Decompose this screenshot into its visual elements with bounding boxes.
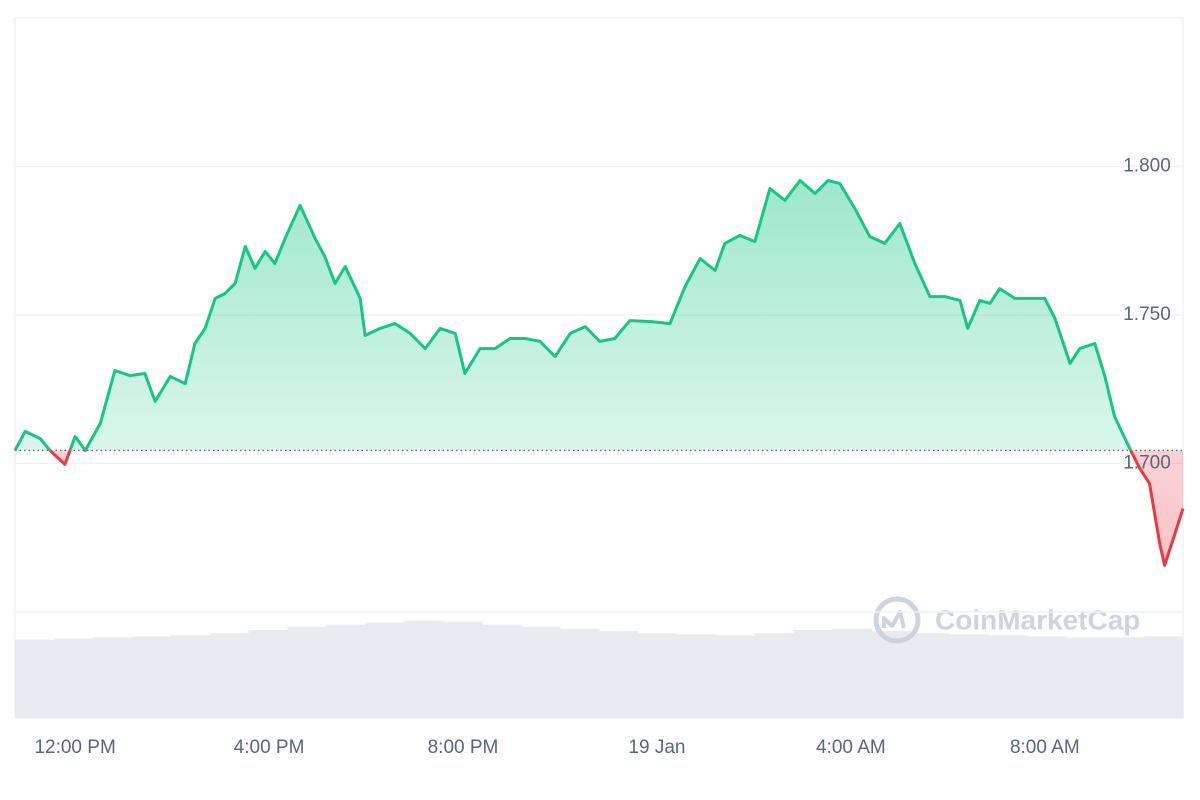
volume-bar [1144, 636, 1184, 718]
volume-bar [443, 621, 483, 718]
volume-bar [871, 631, 911, 718]
volume-bar [521, 626, 561, 718]
volume-bar [715, 635, 756, 718]
volume-bar [248, 630, 289, 718]
volume-bar [53, 638, 94, 718]
x-tick-label: 19 Jan [628, 737, 685, 758]
volume-bar [15, 639, 55, 718]
volume-bar [676, 634, 717, 718]
volume-bar [988, 635, 1028, 718]
y-tick-label: 1.800 [1123, 156, 1171, 177]
price-line-up [13, 179, 1133, 451]
volume-bar [1066, 637, 1106, 718]
volume-bar [287, 626, 327, 718]
area-above [15, 180, 1183, 451]
volume-bar [560, 628, 600, 718]
volume-bar [910, 633, 950, 718]
volume-bar [949, 634, 989, 718]
x-tick-label: 4:00 AM [816, 737, 886, 758]
volume-bar [482, 624, 522, 718]
watermark: CoinMarketCap [873, 596, 1140, 644]
volume-bar [793, 630, 834, 718]
volume-bar [832, 628, 873, 718]
volume-bar [209, 633, 250, 718]
volume-bar [1027, 636, 1067, 718]
x-tick-label: 4:00 PM [234, 737, 305, 758]
volume-bar [754, 633, 795, 718]
volume-bar [365, 622, 405, 718]
volume-bar [131, 636, 172, 718]
volume-bar [404, 620, 444, 718]
volume-bar [1105, 637, 1145, 718]
watermark-text: CoinMarketCap [935, 604, 1140, 635]
volume-bar [92, 637, 133, 718]
y-tick-label: 1.700 [1123, 453, 1171, 474]
x-tick-label: 8:00 AM [1010, 737, 1080, 758]
y-tick-label: 1.750 [1123, 304, 1171, 325]
x-tick-label: 12:00 PM [34, 737, 115, 758]
volume-bar [326, 624, 366, 718]
volume-bar [599, 631, 639, 718]
volume-bar [637, 633, 678, 718]
volume-bar [170, 635, 211, 718]
x-tick-label: 8:00 PM [428, 737, 499, 758]
